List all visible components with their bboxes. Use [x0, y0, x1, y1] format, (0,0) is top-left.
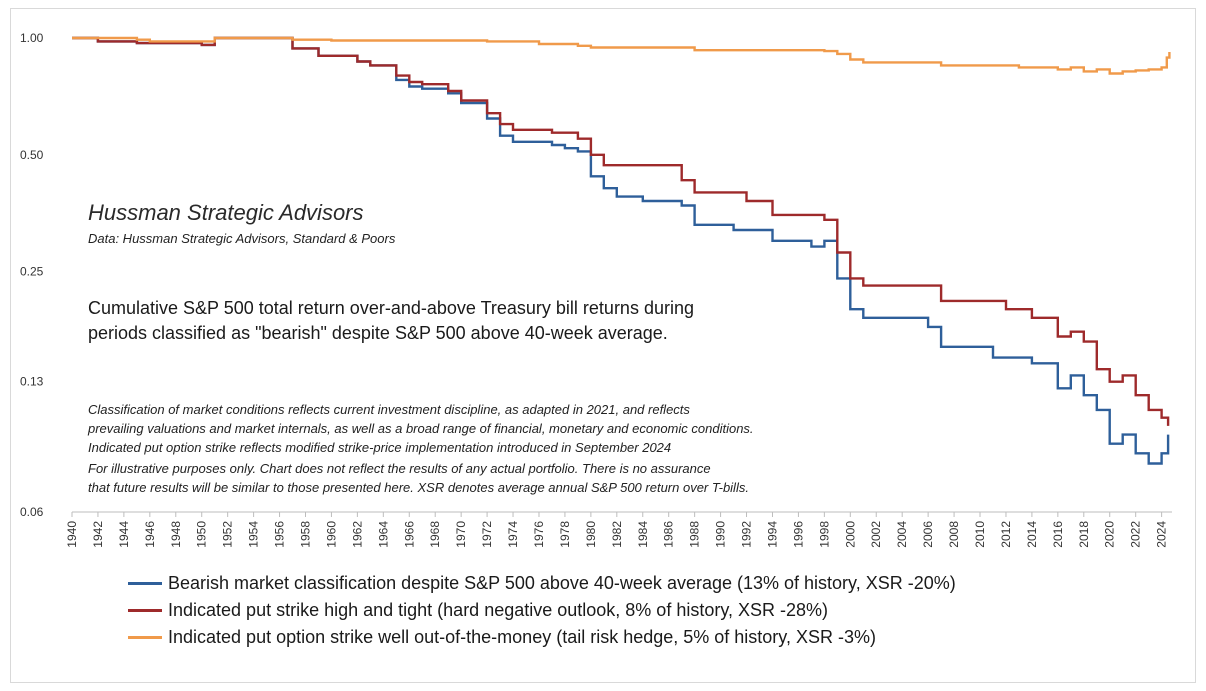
- note-line-5: that future results will be similar to t…: [88, 480, 749, 495]
- x-tick-label: 1942: [91, 521, 105, 548]
- x-tick-label: 2016: [1051, 521, 1065, 548]
- x-tick-label: 1952: [221, 521, 235, 548]
- x-tick-label: 2018: [1077, 521, 1091, 548]
- legend-swatch-put-tight: [128, 609, 162, 612]
- x-tick-label: 1970: [454, 521, 468, 548]
- legend-label-bearish: Bearish market classification despite S&…: [168, 573, 956, 593]
- x-tick-label: 1968: [428, 521, 442, 548]
- note-line-1: Classification of market conditions refl…: [88, 402, 690, 417]
- x-tick-label: 1940: [65, 521, 79, 548]
- x-tick-label: 1944: [117, 521, 131, 548]
- x-tick-label: 1962: [350, 521, 364, 548]
- x-tick-label: 1984: [636, 521, 650, 548]
- series-line-bearish: [72, 36, 1170, 465]
- x-tick-label: 1956: [273, 521, 287, 548]
- legend-swatch-bearish: [128, 582, 162, 585]
- headline-line-1: Cumulative S&P 500 total return over-and…: [88, 298, 694, 318]
- x-tick-label: 2006: [921, 521, 935, 548]
- legend-item-bearish: Bearish market classification despite S&…: [128, 570, 956, 597]
- series-line-put-otm: [72, 36, 1171, 75]
- x-tick-label: 1976: [532, 521, 546, 548]
- x-tick-label: 1960: [324, 521, 338, 548]
- y-tick-label: 1.00: [20, 31, 44, 45]
- y-tick-label: 0.06: [20, 505, 44, 519]
- x-tick-label: 2010: [973, 521, 987, 548]
- x-tick-label: 2014: [1025, 521, 1039, 548]
- x-tick-label: 1958: [298, 521, 312, 548]
- note-line-2: prevailing valuations and market interna…: [87, 421, 754, 436]
- x-tick-label: 2012: [999, 521, 1013, 548]
- source-line: Data: Hussman Strategic Advisors, Standa…: [88, 231, 396, 246]
- x-tick-label: 1986: [662, 521, 676, 548]
- chart-frame: [10, 8, 1196, 683]
- legend-swatch-put-otm: [128, 636, 162, 639]
- x-tick-label: 1996: [791, 521, 805, 548]
- brand-title: Hussman Strategic Advisors: [88, 200, 364, 225]
- legend-item-put-tight: Indicated put strike high and tight (har…: [128, 597, 956, 624]
- x-tick-label: 1978: [558, 521, 572, 548]
- x-tick-label: 2002: [869, 521, 883, 548]
- x-tick-label: 1980: [584, 521, 598, 548]
- note-line-3: Indicated put option strike reflects mod…: [88, 440, 671, 455]
- x-tick-label: 2020: [1103, 521, 1117, 548]
- x-tick-label: 1954: [247, 521, 261, 548]
- y-tick-label: 0.25: [20, 265, 44, 279]
- x-tick-label: 1988: [688, 521, 702, 548]
- legend-label-put-otm: Indicated put option strike well out-of-…: [168, 627, 876, 647]
- x-tick-label: 1946: [143, 521, 157, 548]
- y-tick-label: 0.50: [20, 148, 44, 162]
- y-tick-label: 0.13: [20, 375, 44, 389]
- x-tick-label: 1994: [765, 521, 779, 548]
- x-tick-label: 1992: [740, 521, 754, 548]
- x-tick-label: 1982: [610, 521, 624, 548]
- x-tick-label: 1950: [195, 521, 209, 548]
- x-tick-label: 2008: [947, 521, 961, 548]
- x-tick-label: 1966: [402, 521, 416, 548]
- headline-line-2: periods classified as "bearish" despite …: [88, 323, 668, 343]
- note-line-4: For illustrative purposes only. Chart do…: [88, 461, 711, 476]
- x-tick-label: 1998: [817, 521, 831, 548]
- x-tick-label: 2004: [895, 521, 909, 548]
- x-tick-label: 2022: [1129, 521, 1143, 548]
- x-tick-label: 2000: [843, 521, 857, 548]
- x-tick-label: 1990: [714, 521, 728, 548]
- x-tick-label: 1964: [376, 521, 390, 548]
- series-line-put-tight: [72, 36, 1170, 426]
- x-tick-label: 1948: [169, 521, 183, 548]
- x-tick-label: 1972: [480, 521, 494, 548]
- x-tick-label: 2024: [1155, 521, 1169, 548]
- legend-item-put-otm: Indicated put option strike well out-of-…: [128, 624, 956, 651]
- legend: Bearish market classification despite S&…: [128, 570, 956, 651]
- x-tick-label: 1974: [506, 521, 520, 548]
- legend-label-put-tight: Indicated put strike high and tight (har…: [168, 600, 829, 620]
